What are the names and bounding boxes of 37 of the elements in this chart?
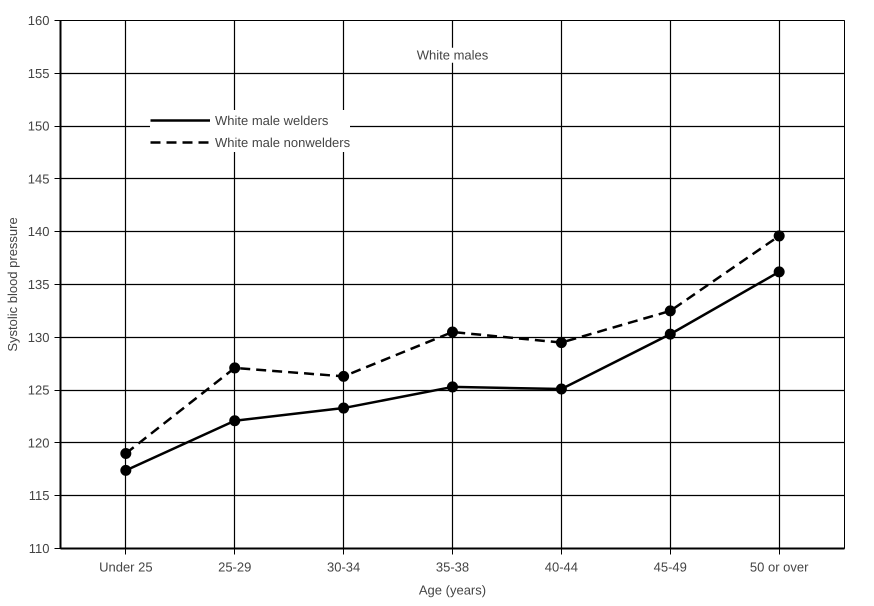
y-tick-label: 125: [28, 382, 50, 398]
annotation: White males: [416, 48, 489, 63]
x-tick-label: 40-44: [544, 560, 578, 574]
x-tick-label: 25-29: [218, 560, 252, 574]
y-tick-label: 160: [28, 13, 50, 28]
point: [229, 415, 240, 426]
y-axis-title: Systolic blood pressure: [4, 217, 20, 352]
legend-label: White male nonwelders: [215, 134, 350, 150]
point: [664, 305, 676, 316]
point: [120, 448, 132, 459]
x-tick-label: 50 or over: [750, 560, 810, 574]
y-tick-label: 130: [28, 330, 50, 345]
point: [447, 326, 458, 338]
point: [556, 337, 567, 348]
y-tick-label: 120: [28, 435, 50, 450]
point: [338, 370, 350, 382]
point: [338, 402, 350, 414]
x-tick-label: 45-49: [654, 560, 687, 574]
y-tick-label: 145: [28, 171, 50, 186]
y-tick-label: 140: [28, 224, 50, 240]
x-tick-label: Under 25: [99, 560, 153, 574]
y-tick-label: 155: [28, 66, 50, 81]
point: [774, 266, 785, 278]
point: [664, 328, 676, 340]
x-axis-title: Age (years): [418, 582, 486, 598]
point: [556, 384, 567, 395]
x-tick-label: 35-38: [436, 560, 470, 574]
point: [229, 362, 240, 374]
x-tick-label: 30-34: [326, 560, 360, 574]
y-tick-label: 110: [28, 541, 50, 556]
point: [774, 230, 785, 242]
point: [120, 464, 132, 476]
legend-label: White male welders: [215, 112, 328, 128]
point: [447, 381, 458, 392]
y-tick-label: 135: [28, 277, 50, 292]
y-tick-label: 150: [28, 118, 50, 134]
y-tick-label: 115: [28, 488, 50, 504]
